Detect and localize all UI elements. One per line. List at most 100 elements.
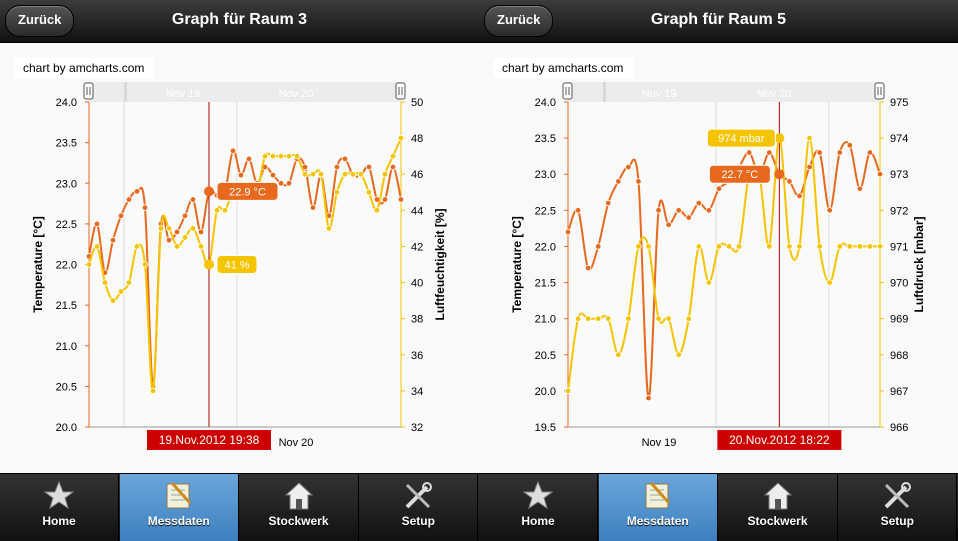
data-point[interactable] [625,315,632,322]
data-point[interactable] [725,243,733,250]
data-point[interactable] [181,234,189,241]
data-point[interactable] [625,163,632,171]
data-point[interactable] [635,243,642,250]
data-point[interactable] [574,315,582,322]
data-point[interactable] [125,196,133,203]
data-point[interactable] [836,149,843,156]
data-point[interactable] [564,387,572,395]
data-point[interactable] [675,351,682,358]
data-point[interactable] [181,212,189,219]
data-point[interactable] [309,204,317,211]
data-point[interactable] [685,315,692,322]
data-point[interactable] [766,149,773,156]
data-point[interactable] [866,149,874,156]
data-point[interactable] [665,221,672,228]
data-point[interactable] [101,279,109,286]
data-point[interactable] [189,225,197,232]
data-point[interactable] [221,207,229,214]
data-point[interactable] [584,315,592,322]
tab-stockwerk[interactable]: Stockwerk [240,474,359,541]
data-point[interactable] [341,155,349,163]
data-point[interactable] [149,387,157,395]
data-point[interactable] [715,185,723,192]
data-point[interactable] [645,243,652,250]
data-point[interactable] [333,163,341,171]
tab-setup[interactable]: Setup [838,474,958,541]
data-point[interactable] [594,315,602,322]
data-point[interactable] [605,315,612,322]
tab-home[interactable]: Home [0,474,119,541]
data-point[interactable] [564,228,572,236]
data-point[interactable] [229,147,237,154]
data-point[interactable] [615,351,622,358]
data-point[interactable] [645,394,652,402]
data-point[interactable] [836,243,843,250]
data-point[interactable] [117,212,125,219]
data-point[interactable] [594,243,602,250]
data-point[interactable] [285,152,293,160]
back-button[interactable]: Zurück [484,5,554,37]
chart-room-5[interactable]: chart by amcharts.com 19.5 20.0 20.5 21.0 21… [479,43,958,473]
scrollbar-grip-icon[interactable] [83,82,94,100]
scrollbar[interactable] [89,82,401,102]
back-button[interactable]: Zurück [5,5,75,37]
data-point[interactable] [277,180,285,187]
data-point[interactable] [856,243,864,250]
data-point[interactable] [806,163,813,171]
data-point[interactable] [816,149,823,156]
scrollbar-grip-icon[interactable] [874,82,885,100]
data-point[interactable] [826,279,833,286]
chart-credit[interactable]: chart by amcharts.com [493,58,634,78]
data-point[interactable] [655,207,662,214]
data-point[interactable] [333,189,341,196]
data-point[interactable] [197,228,205,236]
data-point[interactable] [93,220,101,228]
data-point[interactable] [293,152,301,160]
data-point[interactable] [157,225,165,232]
data-point[interactable] [745,149,753,156]
data-point[interactable] [806,134,813,142]
data-point[interactable] [715,243,723,250]
data-point[interactable] [173,243,181,250]
data-point[interactable] [655,315,662,322]
data-point[interactable] [85,261,93,268]
data-point[interactable] [695,199,703,207]
data-point[interactable] [269,171,277,179]
data-point[interactable] [705,207,713,214]
data-point[interactable] [381,196,389,203]
data-point[interactable] [125,279,133,286]
scrollbar-grip-icon[interactable] [395,82,406,100]
tab-messdaten[interactable]: Messdaten [598,474,718,541]
data-point[interactable] [165,225,173,232]
data-point[interactable] [635,178,642,185]
data-point[interactable] [141,204,149,211]
data-point[interactable] [605,199,612,207]
data-point[interactable] [826,207,833,214]
data-point[interactable] [389,152,397,160]
tab-stockwerk[interactable]: Stockwerk [719,474,838,541]
data-point[interactable] [846,243,854,250]
tab-messdaten[interactable]: Messdaten [119,474,239,541]
data-point[interactable] [665,315,672,322]
data-point[interactable] [786,243,793,250]
data-point[interactable] [213,207,221,214]
data-point[interactable] [109,297,117,304]
data-point[interactable] [237,171,245,179]
data-point[interactable] [117,288,125,295]
data-point[interactable] [846,142,854,149]
data-point[interactable] [365,163,373,171]
data-point[interactable] [615,178,622,185]
data-point[interactable] [189,196,197,203]
data-point[interactable] [816,243,823,250]
data-point[interactable] [876,171,884,178]
data-point[interactable] [309,171,317,178]
data-point[interactable] [866,243,874,250]
chart-svg[interactable]: 20.0 20.5 21.0 21.5 22.0 22.5 23.0 23.5 24.0 32 34… [0,43,479,473]
data-point[interactable] [381,171,389,178]
data-point[interactable] [735,243,743,250]
data-point[interactable] [133,188,141,195]
data-point[interactable] [695,243,703,250]
chart-room-3[interactable]: chart by amcharts.com 20.0 20.5 21.0 21.5 22… [0,43,479,473]
data-point[interactable] [317,171,325,178]
chart-svg[interactable]: 19.5 20.0 20.5 21.0 21.5 22.0 22.5 23.0 23.5 24.0… [479,43,958,473]
